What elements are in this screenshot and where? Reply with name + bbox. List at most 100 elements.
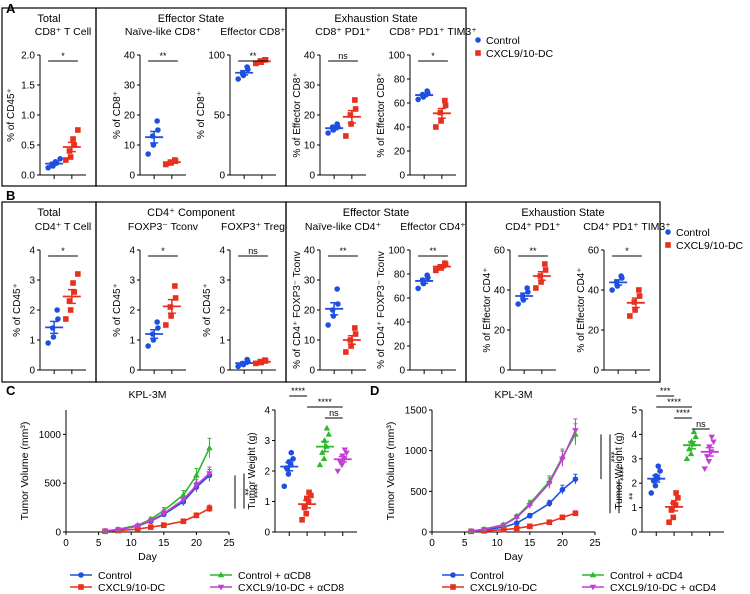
y-tick-label: 2: [219, 306, 225, 317]
legend-label: CXCL9/10-DC + αCD8: [238, 582, 344, 594]
data-point: [57, 156, 63, 162]
data-point: [67, 154, 74, 160]
data-point: [281, 483, 288, 490]
dotplot-B3: 0 1 2 3 4 % of CD45⁺ ns FOXP3⁺ Treg: [202, 221, 285, 377]
data-point: [348, 343, 354, 349]
group-header-total-B: Total: [37, 207, 60, 219]
legend-marker: [589, 571, 597, 578]
data-point: [134, 523, 141, 530]
legend-marker: [589, 584, 597, 591]
legend-marker: [78, 584, 84, 590]
data-point: [442, 102, 449, 109]
y-tick-label: 4: [129, 246, 135, 257]
legend-label: CXCL9/10-DC: [470, 582, 538, 594]
data-point: [172, 157, 178, 163]
data-point: [527, 523, 533, 530]
data-point: [145, 151, 151, 157]
y-tick-label: 0: [421, 528, 427, 539]
panel-label-D: D: [370, 383, 379, 398]
data-point: [526, 502, 533, 509]
y-axis-label: % of CD4⁺ FOXP3⁻ Tconv: [292, 251, 303, 369]
y-tick-label: 0: [29, 366, 35, 377]
y-tick-label: 0: [129, 171, 135, 182]
plot-title: CD4⁺ T Cell: [35, 221, 92, 233]
x-tick-label: 25: [589, 538, 601, 549]
sig-label: **: [159, 51, 167, 61]
y-tick-label: 1: [219, 336, 225, 347]
x-axis-label: Day: [138, 551, 157, 563]
y-tick-label: 1: [29, 336, 35, 347]
data-point: [160, 511, 167, 517]
data-point: [114, 527, 122, 533]
data-point: [559, 456, 566, 463]
dotplot-B2: 0 1 2 3 4 % of CD45⁺ * FOXP3⁻ Tconv: [112, 221, 199, 377]
y-tick-label: 2.0: [21, 51, 35, 62]
data-point: [352, 106, 359, 112]
y-axis-label: % of CD4⁺ FOXP3⁻ Tconv: [376, 251, 387, 369]
y-axis-label: % of CD45⁺: [202, 283, 213, 337]
legend-label: CXCL9/10-DC: [486, 48, 554, 60]
data-point: [180, 518, 187, 525]
data-point: [320, 455, 328, 461]
group-header-effector-B: Effector State: [343, 207, 409, 219]
data-point: [145, 343, 151, 349]
y-tick-label: 0: [309, 171, 315, 182]
data-point: [524, 285, 530, 291]
plot-title: FOXP3⁺ Treg: [221, 221, 285, 233]
data-point: [415, 285, 421, 292]
y-tick-label: 80: [394, 75, 406, 86]
data-point: [527, 512, 533, 519]
y-axis-label: % of CD45⁺: [12, 283, 23, 337]
y-tick-label: 20: [588, 326, 600, 337]
data-point: [147, 518, 154, 525]
data-point: [546, 519, 553, 526]
data-point: [54, 307, 60, 313]
y-tick-label: 4: [631, 430, 637, 441]
data-point: [163, 322, 169, 328]
dotplot-B7: 0 20 40 60% of Effector CD4⁺ * CD4⁺ PD1⁺ TIM3…: [576, 221, 671, 377]
sig-label: *: [61, 51, 65, 61]
y-tick-label: 0: [399, 171, 405, 182]
x-tick-label: 10: [492, 538, 504, 549]
legend-marker: [450, 584, 456, 590]
y-tick-label: 20: [124, 111, 136, 122]
legend-label: Control: [470, 570, 504, 582]
y-tick-label: 0: [219, 171, 225, 182]
data-point: [627, 313, 633, 319]
y-tick-label: 30: [124, 81, 136, 92]
data-point: [244, 356, 250, 363]
data-point: [533, 285, 539, 291]
data-point: [705, 459, 713, 465]
sig-label: ***: [606, 452, 616, 463]
y-axis-label: Tumor Weight (g): [247, 432, 258, 509]
y-tick-label: 0.5: [21, 141, 35, 152]
dotplot-B6: 0 20 40 60% of Effector CD4⁺ ** CD4⁺ PD1⁺: [482, 221, 561, 377]
panel-A-exhaustion-box: [285, 7, 467, 187]
data-point: [500, 522, 507, 529]
series-line: [105, 472, 210, 532]
y-axis-label: % of CD8⁺: [112, 91, 123, 139]
y-tick-label: 40: [394, 123, 406, 134]
data-point: [70, 136, 76, 142]
data-point: [66, 298, 73, 304]
y-tick-label: 3: [219, 276, 225, 287]
data-point: [559, 486, 566, 493]
data-point: [683, 455, 691, 461]
dotplot-B4: 0 10 20 30 40% of CD4⁺ FOXP3⁻ Tconv ** Naïve-l…: [292, 221, 382, 377]
legend-label: Control + αCD8: [238, 570, 311, 582]
y-tick-label: 500: [410, 487, 427, 498]
y-tick-label: 10: [304, 336, 316, 347]
x-tick-label: 5: [96, 538, 102, 549]
data-point: [303, 495, 310, 502]
y-tick-label: 20: [394, 342, 406, 353]
data-point: [262, 357, 268, 363]
y-tick-label: 50: [214, 111, 226, 122]
data-point: [341, 447, 348, 454]
y-tick-label: 100: [388, 51, 405, 62]
sig-label: *: [161, 246, 165, 256]
data-point: [305, 498, 312, 505]
